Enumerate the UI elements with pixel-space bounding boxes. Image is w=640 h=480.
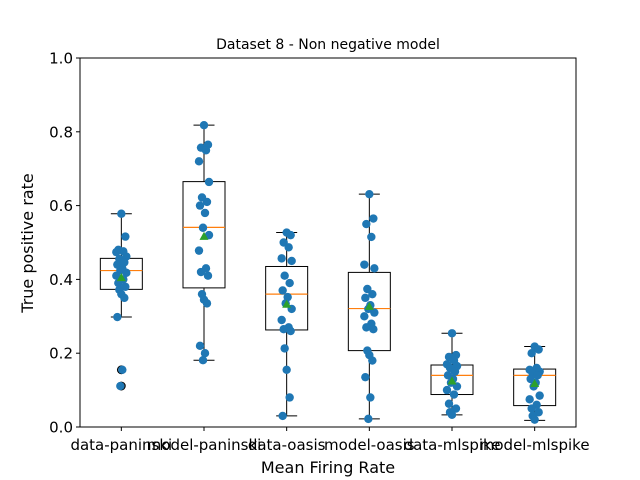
mean-marker: [364, 301, 374, 310]
y-tick-label: 1.0: [49, 50, 73, 68]
data-point: [116, 381, 125, 391]
data-point: [369, 214, 378, 223]
x-tick-label: model-oasis: [324, 436, 415, 454]
mean-marker: [199, 231, 209, 240]
y-tick-label: 0.8: [49, 123, 73, 141]
data-point: [200, 208, 210, 218]
data-point: [118, 365, 127, 375]
x-tick-label: model-paninski: [147, 436, 262, 454]
data-point: [286, 230, 295, 240]
data-point: [370, 308, 379, 317]
data-point: [199, 120, 209, 130]
data-point: [534, 345, 543, 354]
data-point: [367, 232, 376, 242]
data-point: [198, 223, 208, 232]
x-tick-label: data-oasis: [248, 436, 326, 454]
data-point: [196, 267, 206, 277]
x-axis-label: Mean Firing Rate: [261, 458, 395, 477]
data-point: [366, 393, 375, 402]
data-point: [122, 268, 131, 277]
data-point: [278, 411, 287, 421]
mean-marker: [116, 273, 126, 282]
data-point: [120, 293, 129, 303]
data-point: [112, 247, 121, 257]
data-point: [287, 256, 296, 266]
data-point: [527, 349, 536, 358]
data-point: [195, 341, 205, 351]
data-point: [365, 189, 374, 199]
data-point: [370, 264, 379, 273]
data-point: [121, 232, 130, 241]
y-tick-label: 0.2: [49, 345, 73, 363]
data-point: [527, 404, 536, 413]
data-point: [449, 390, 459, 399]
data-point: [200, 349, 210, 358]
data-point: [202, 299, 212, 308]
x-tick-label: model-mlspike: [480, 436, 590, 454]
mean-marker: [530, 378, 540, 388]
data-point: [194, 246, 204, 255]
data-point: [194, 157, 204, 166]
data-point: [112, 271, 121, 280]
data-point: [444, 399, 454, 408]
data-point: [285, 393, 294, 402]
data-point: [277, 254, 286, 263]
data-point: [447, 329, 457, 338]
data-point: [363, 284, 372, 294]
data-point: [451, 404, 461, 413]
data-point: [286, 326, 295, 336]
data-point: [362, 219, 371, 229]
mean-marker: [282, 299, 292, 308]
data-point: [369, 325, 378, 334]
data-point: [201, 146, 211, 155]
iqr-box: [182, 181, 226, 289]
data-point: [282, 365, 291, 375]
y-tick-label: 0.4: [49, 271, 73, 289]
mean-marker: [447, 376, 457, 385]
data-point: [450, 367, 460, 376]
plot-area: 0.0 0.2 0.4 0.6 0.8 1.0 data-paninskimodel-pan…: [49, 50, 589, 455]
data-point: [525, 395, 534, 404]
data-point: [361, 372, 370, 382]
data-point: [535, 391, 544, 400]
data-point: [362, 323, 371, 332]
data-point: [360, 312, 369, 321]
data-point: [442, 385, 452, 395]
data-point: [204, 177, 214, 187]
y-tick-label: 0.6: [49, 197, 73, 215]
y-axis-label: True positive rate: [18, 173, 37, 313]
y-tick-label: 0.0: [49, 419, 73, 437]
data-point: [203, 271, 213, 280]
data-point: [364, 414, 373, 424]
data-point: [447, 410, 457, 420]
data-point: [202, 197, 212, 207]
data-point: [195, 201, 205, 210]
data-point: [285, 278, 294, 288]
x-tick-label: data-paninski: [70, 436, 172, 454]
data-point: [277, 315, 286, 325]
axes-frame: [79, 57, 577, 428]
data-point: [368, 289, 377, 299]
data-point: [113, 312, 122, 322]
data-point: [278, 286, 287, 295]
data-point: [280, 271, 289, 280]
data-point: [284, 243, 293, 252]
x-tick-label: data-mlspike: [404, 436, 501, 454]
data-point: [198, 356, 208, 365]
data-point: [361, 293, 370, 303]
data-point: [534, 408, 543, 417]
data-point: [117, 209, 126, 218]
data-point: [368, 356, 377, 365]
data-point: [279, 325, 288, 334]
data-point: [280, 344, 289, 353]
data-point: [360, 260, 369, 269]
chart-title: Dataset 8 - Non negative model: [216, 37, 440, 53]
data-point: [530, 415, 539, 424]
data-point: [533, 371, 542, 380]
